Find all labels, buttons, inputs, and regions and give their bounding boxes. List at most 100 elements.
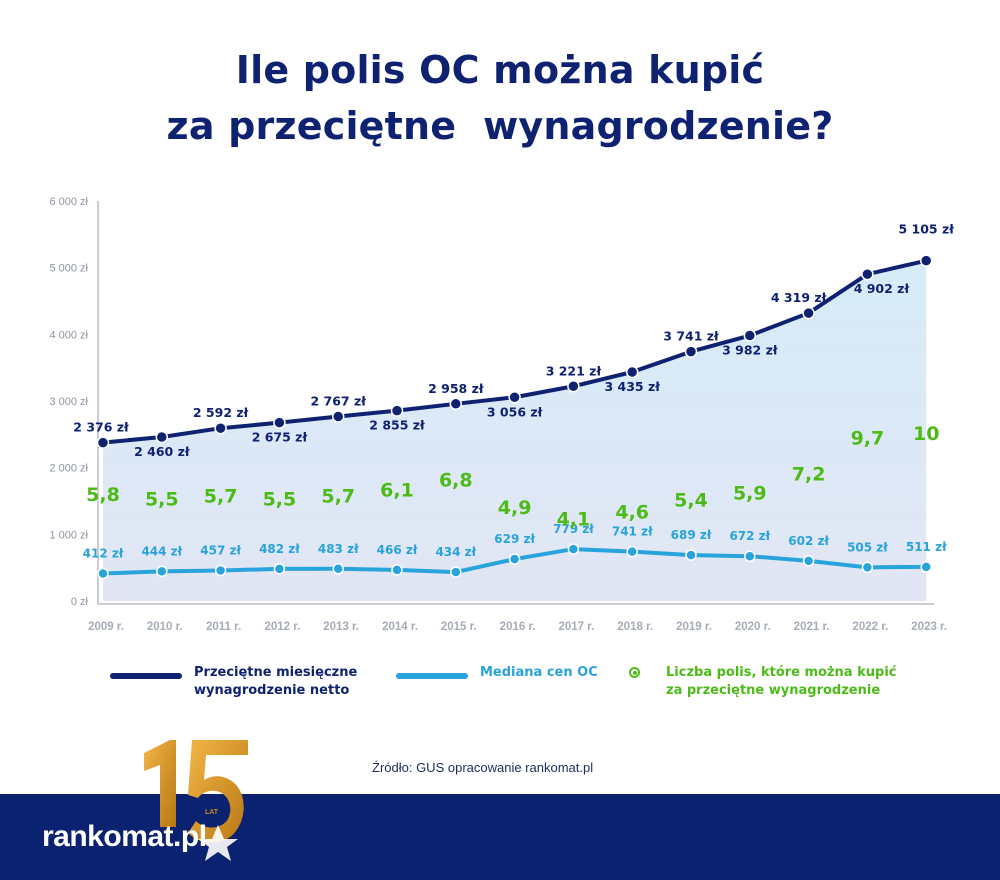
salary-data-label: 4 902 zł (854, 281, 910, 296)
salary-point (508, 391, 521, 404)
median-point (744, 550, 756, 562)
x-tick-label: 2014 r. (382, 621, 418, 633)
median-point (567, 543, 580, 555)
median-data-label: 466 zł (377, 543, 418, 557)
policy-count-label: 9,7 (851, 427, 885, 449)
median-data-label: 629 zł (494, 532, 535, 546)
x-tick-label: 2013 r. (323, 621, 359, 633)
chart-title: Ile polis OC można kupić za przeciętne w… (0, 42, 1000, 154)
policy-count-label: 6,1 (380, 480, 414, 502)
salary-data-label: 3 435 zł (604, 379, 660, 394)
median-data-label: 434 zł (435, 545, 476, 559)
y-tick-label: 1 000 zł (49, 529, 88, 541)
policy-count-label: 5,5 (145, 488, 179, 510)
y-tick-label: 3 000 zł (49, 396, 88, 408)
x-tick-label: 2018 r. (617, 621, 653, 633)
median-data-label: 689 zł (671, 528, 712, 542)
legend-salary-swatch (110, 673, 182, 679)
salary-data-label: 2 855 zł (369, 418, 425, 433)
salary-point (743, 329, 757, 342)
salary-point (861, 267, 874, 281)
median-data-label: 483 zł (318, 542, 359, 556)
salary-point (567, 380, 580, 393)
salary-area-fill (103, 260, 927, 601)
salary-point (919, 254, 933, 267)
salary-point (684, 345, 698, 358)
median-data-label: 741 zł (612, 525, 653, 539)
rankomat-logo: rankomat.pl (42, 820, 207, 853)
y-tick-label: 5 000 zł (49, 263, 88, 275)
policy-count-label: 5,4 (674, 490, 708, 512)
policy-count-label: 5,5 (263, 488, 297, 510)
x-tick-label: 2016 r. (500, 621, 536, 633)
policy-count-label: 5,7 (321, 485, 355, 507)
median-point (685, 549, 697, 561)
legend-median-label: Mediana cen OC (480, 665, 598, 680)
median-point (332, 563, 344, 575)
title-line-2: za przeciętne wynagrodzenie? (166, 104, 834, 148)
median-data-label: 444 zł (141, 544, 182, 558)
source-note: Źródło: GUS opracowanie rankomat.pl (372, 760, 594, 775)
salary-point (802, 306, 815, 320)
policy-count-label: 4,6 (615, 501, 649, 523)
y-tick-label: 2 000 zł (49, 463, 88, 475)
median-data-label: 672 zł (729, 529, 770, 543)
salary-point (331, 410, 345, 423)
salary-point (273, 416, 286, 429)
policy-count-label: 5,7 (204, 485, 238, 507)
policy-count-label: 5,9 (733, 482, 767, 504)
salary-data-label: 3 221 zł (546, 363, 602, 378)
salary-point (390, 404, 404, 417)
median-point (273, 563, 286, 575)
median-data-label: 482 zł (259, 542, 300, 556)
policy-count-label: 4,1 (557, 509, 591, 531)
median-data-label: 511 zł (906, 540, 947, 554)
salary-data-label: 2 592 zł (193, 405, 249, 420)
median-point (920, 561, 932, 573)
legend-median-swatch (396, 673, 468, 679)
salary-data-label: 2 675 zł (252, 430, 308, 445)
salary-point (155, 430, 169, 444)
median-data-label: 779 zł (553, 522, 594, 536)
salary-data-label: 5 105 zł (898, 222, 954, 237)
median-point (391, 564, 403, 576)
salary-data-label: 2 958 zł (428, 381, 484, 396)
median-data-label: 602 zł (788, 534, 829, 548)
legend-salary-label: Przeciętne miesięczne wynagrodzenie nett… (194, 665, 358, 698)
median-point (626, 545, 638, 558)
x-tick-label: 2012 r. (264, 621, 300, 633)
x-tick-label: 2021 r. (794, 621, 830, 633)
y-tick-label: 6 000 zł (49, 196, 88, 208)
median-data-label: 457 zł (200, 544, 241, 558)
policy-count-label: 5,8 (86, 484, 120, 506)
legend-count-dot-icon (629, 667, 640, 678)
salary-data-label: 2 460 zł (134, 444, 190, 459)
salary-data-label: 4 319 zł (771, 290, 827, 305)
x-tick-label: 2022 r. (852, 621, 888, 633)
title-line-1: Ile polis OC można kupić (235, 48, 765, 92)
salary-point (96, 436, 110, 449)
median-point (156, 565, 168, 578)
legend: Przeciętne miesięczne wynagrodzenie nett… (0, 664, 1000, 714)
policy-count-label: 7,2 (792, 464, 826, 486)
anniversary-15-logo (144, 740, 248, 861)
salary-data-label: 3 056 zł (487, 404, 543, 419)
median-point (450, 566, 462, 578)
median-data-label: 505 zł (847, 540, 888, 554)
x-tick-label: 2019 r. (676, 621, 712, 633)
salary-point (449, 397, 463, 411)
policy-count-label: 10 (913, 423, 939, 445)
line-chart: 0 zł 1 000 zł 2 000 zł 3 000 zł 4 000 zł 5 00… (49, 196, 954, 633)
salary-point (625, 365, 639, 379)
median-point (508, 553, 521, 565)
y-tick-label: 0 zł (71, 596, 89, 608)
x-tick-label: 2023 r. (911, 621, 947, 633)
badge-label: LAT (205, 809, 219, 816)
median-point (802, 555, 815, 567)
legend-count-label: Liczba polis, które można kupić za przec… (666, 665, 897, 698)
x-tick-label: 2015 r. (441, 621, 477, 633)
salary-data-label: 2 767 zł (310, 394, 366, 409)
y-tick-label: 4 000 zł (49, 329, 88, 341)
x-tick-label: 2020 r. (735, 621, 771, 633)
median-point (861, 561, 874, 574)
